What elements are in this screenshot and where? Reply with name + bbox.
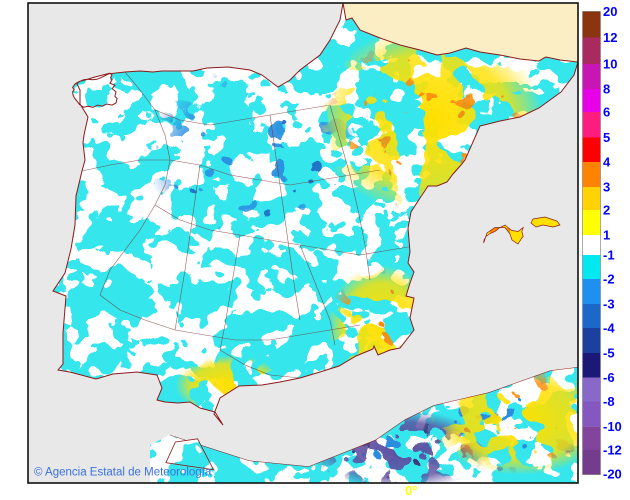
svg-text:-4: -4 xyxy=(603,321,615,336)
svg-text:-20: -20 xyxy=(603,467,622,482)
svg-text:0°: 0° xyxy=(405,483,417,498)
svg-text:6: 6 xyxy=(603,105,610,120)
svg-text:2: 2 xyxy=(603,203,610,218)
svg-text:3: 3 xyxy=(603,180,610,195)
svg-text:-1: -1 xyxy=(603,248,615,263)
svg-text:-10: -10 xyxy=(603,419,622,434)
svg-text:-2: -2 xyxy=(603,272,615,287)
svg-text:-3: -3 xyxy=(603,297,615,312)
svg-text:10: 10 xyxy=(603,57,617,72)
svg-text:-8: -8 xyxy=(603,394,615,409)
svg-text:1: 1 xyxy=(603,228,610,243)
svg-text:5: 5 xyxy=(603,130,610,145)
svg-text:-6: -6 xyxy=(603,370,615,385)
svg-text:-12: -12 xyxy=(603,443,622,458)
svg-text:© Agencia Estatal de Meteorolo: © Agencia Estatal de Meteorología xyxy=(34,467,212,479)
svg-text:12: 12 xyxy=(603,30,617,45)
svg-text:20: 20 xyxy=(603,4,617,19)
svg-text:4: 4 xyxy=(603,155,611,170)
svg-text:-5: -5 xyxy=(603,346,615,361)
svg-text:8: 8 xyxy=(603,82,610,97)
